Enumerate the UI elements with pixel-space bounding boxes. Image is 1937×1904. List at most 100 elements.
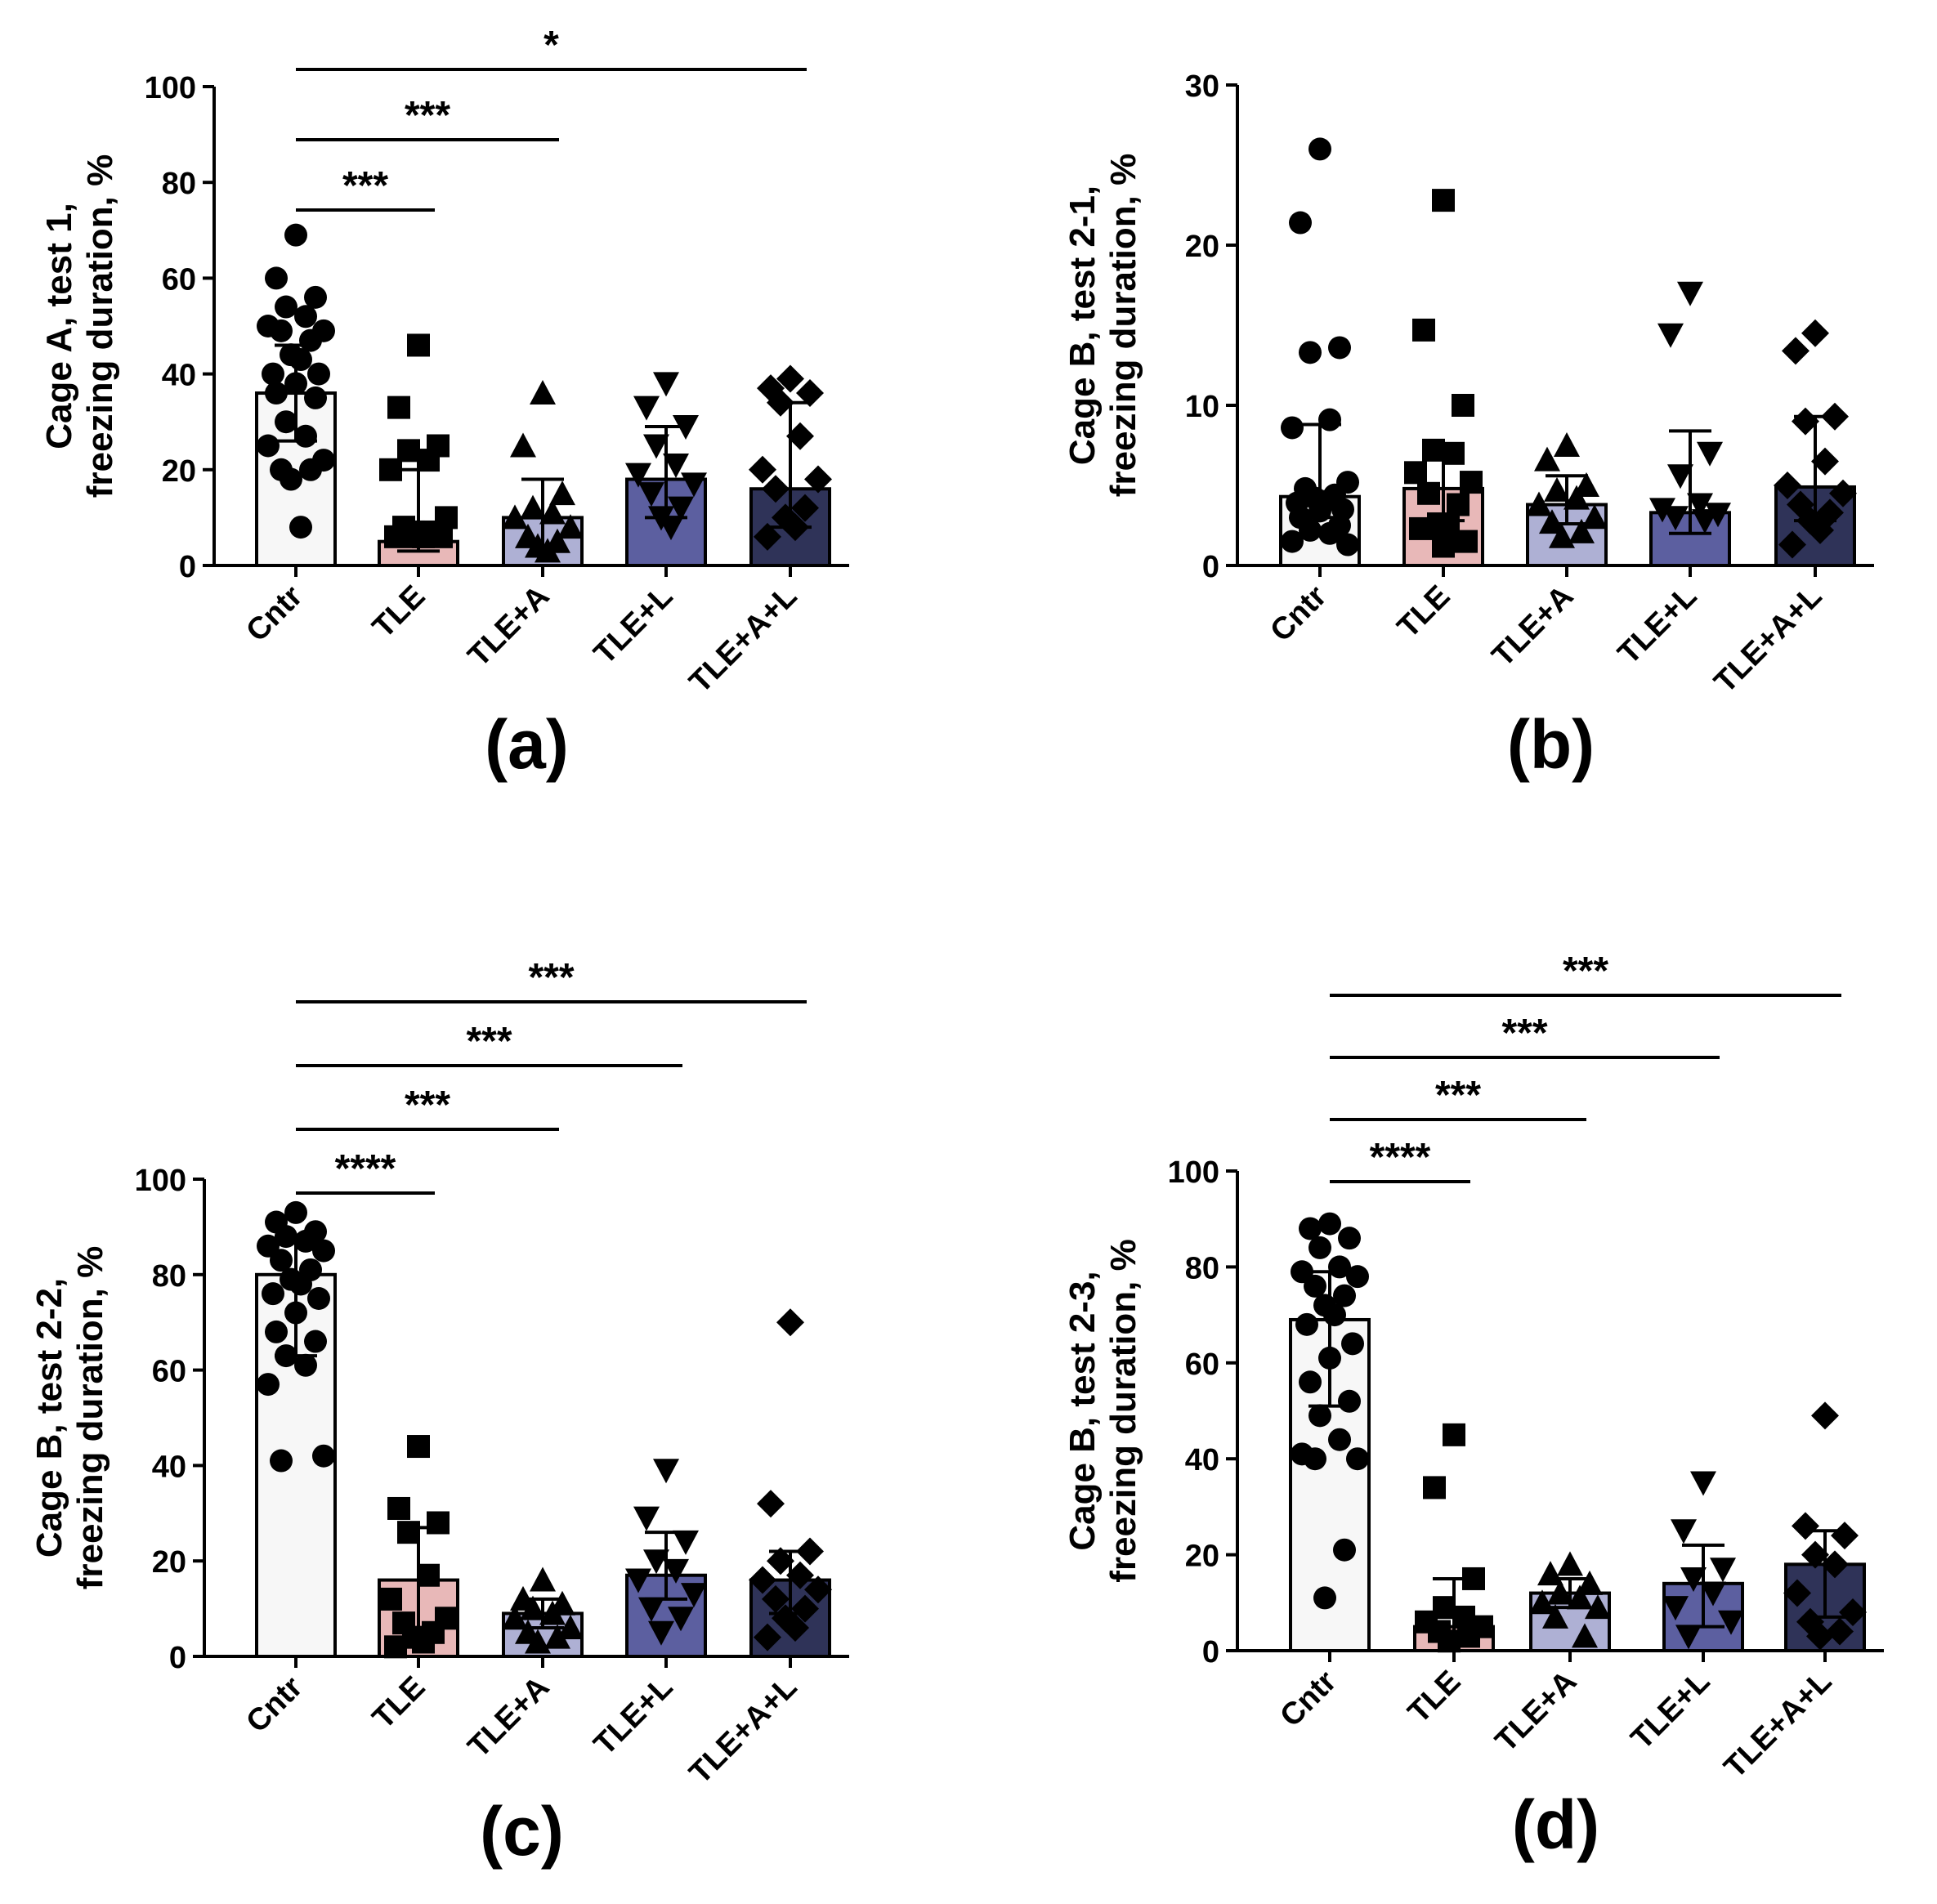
data-point bbox=[1328, 1428, 1351, 1451]
data-point bbox=[1826, 1617, 1854, 1646]
data-point bbox=[520, 1595, 546, 1620]
data-point bbox=[1778, 530, 1806, 559]
data-point bbox=[417, 449, 440, 472]
data-point bbox=[1783, 1579, 1811, 1607]
data-point bbox=[304, 285, 327, 309]
data-point bbox=[1422, 438, 1445, 462]
data-point bbox=[1547, 1580, 1573, 1605]
data-point bbox=[510, 432, 536, 458]
data-point bbox=[284, 223, 307, 247]
data-point bbox=[638, 1597, 664, 1622]
data-point bbox=[762, 1584, 790, 1613]
data-point bbox=[668, 496, 694, 521]
data-point bbox=[1811, 447, 1839, 476]
y-tick-label: 0 bbox=[169, 1641, 186, 1675]
data-point bbox=[557, 1614, 584, 1639]
data-point bbox=[1667, 464, 1693, 489]
data-point bbox=[1675, 1625, 1702, 1650]
y-tick-label: 20 bbox=[1185, 230, 1219, 264]
significance-label: *** bbox=[1501, 1012, 1547, 1055]
y-axis-label-line2: freezing duration, % bbox=[70, 1246, 110, 1589]
y-axis-label-line2: freezing duration, % bbox=[80, 154, 120, 498]
data-point bbox=[1542, 1603, 1568, 1629]
data-point bbox=[754, 522, 781, 551]
data-point bbox=[284, 1200, 307, 1224]
y-tick-label: 0 bbox=[179, 550, 196, 584]
y-tick-label: 100 bbox=[1168, 1155, 1219, 1190]
y-tick-label: 40 bbox=[152, 1450, 186, 1484]
data-point bbox=[1318, 408, 1341, 431]
data-point bbox=[417, 1563, 440, 1587]
data-point bbox=[633, 1506, 660, 1531]
data-point bbox=[663, 1558, 689, 1584]
data-point bbox=[312, 1444, 335, 1468]
significance-label: *** bbox=[342, 164, 388, 208]
data-point bbox=[275, 295, 297, 319]
y-axis-label-line1: Cage B, test 2-3, bbox=[1062, 1271, 1103, 1550]
data-point bbox=[262, 362, 284, 386]
significance-label: * bbox=[544, 24, 559, 67]
data-point bbox=[776, 1308, 804, 1337]
y-axis-label-line1: Cage B, test 2-2, bbox=[29, 1278, 69, 1558]
x-tick-label: TLE bbox=[1402, 1665, 1467, 1730]
data-point bbox=[1323, 1303, 1346, 1327]
data-point bbox=[397, 439, 420, 463]
data-point bbox=[289, 516, 312, 539]
data-point bbox=[1692, 509, 1718, 534]
data-point bbox=[1563, 485, 1590, 510]
significance-label: *** bbox=[528, 956, 574, 999]
data-point bbox=[299, 458, 322, 481]
significance-label: *** bbox=[405, 94, 450, 137]
data-point bbox=[270, 1449, 293, 1473]
y-axis-label-line2: freezing duration, % bbox=[1103, 154, 1143, 497]
data-point bbox=[1577, 1570, 1603, 1595]
data-point bbox=[502, 504, 528, 530]
y-tick-label: 80 bbox=[162, 167, 196, 201]
data-point bbox=[379, 1587, 402, 1611]
data-point bbox=[1792, 1512, 1819, 1540]
data-point bbox=[265, 266, 288, 290]
panel-label: (a) bbox=[485, 706, 569, 783]
data-point bbox=[1336, 533, 1359, 556]
data-point bbox=[294, 305, 317, 329]
data-point bbox=[387, 396, 410, 419]
data-point bbox=[1318, 521, 1341, 545]
y-tick-label: 60 bbox=[1185, 1348, 1219, 1382]
data-point bbox=[1649, 498, 1675, 523]
data-point bbox=[1718, 1610, 1744, 1635]
y-tick-label: 80 bbox=[152, 1259, 186, 1294]
data-point bbox=[275, 410, 297, 434]
data-point bbox=[776, 364, 804, 393]
data-point bbox=[407, 333, 430, 357]
data-point bbox=[1801, 1540, 1829, 1569]
data-point bbox=[749, 1566, 776, 1594]
y-axis-label: Cage B, test 2-3,freezing duration, % bbox=[1062, 1239, 1143, 1582]
x-tick-label: TLE+L bbox=[1612, 579, 1704, 672]
y-axis-label: Cage B, test 2-1,freezing duration, % bbox=[1062, 154, 1143, 497]
data-point bbox=[653, 372, 679, 397]
data-point bbox=[1557, 1551, 1583, 1576]
data-point bbox=[1281, 530, 1304, 553]
data-point bbox=[625, 463, 651, 488]
data-point bbox=[1423, 1476, 1446, 1500]
data-point bbox=[633, 396, 660, 421]
data-point bbox=[1455, 530, 1478, 553]
data-point bbox=[1432, 534, 1455, 558]
data-point bbox=[1710, 1558, 1736, 1583]
data-point bbox=[1539, 509, 1565, 534]
data-point bbox=[1782, 337, 1810, 365]
data-point bbox=[1328, 336, 1351, 360]
x-tick-label: TLE bbox=[1391, 579, 1456, 645]
significance-label: **** bbox=[335, 1147, 396, 1191]
data-point bbox=[1308, 1236, 1331, 1259]
y-tick-label: 20 bbox=[162, 454, 196, 489]
data-point bbox=[1549, 523, 1575, 548]
data-point bbox=[1333, 1284, 1356, 1307]
data-point bbox=[791, 1594, 819, 1623]
data-point bbox=[1677, 281, 1703, 306]
data-point bbox=[535, 538, 561, 563]
data-point bbox=[648, 1620, 674, 1646]
y-tick-label: 80 bbox=[1185, 1251, 1219, 1285]
data-point bbox=[289, 1272, 312, 1296]
data-point bbox=[270, 1249, 293, 1272]
